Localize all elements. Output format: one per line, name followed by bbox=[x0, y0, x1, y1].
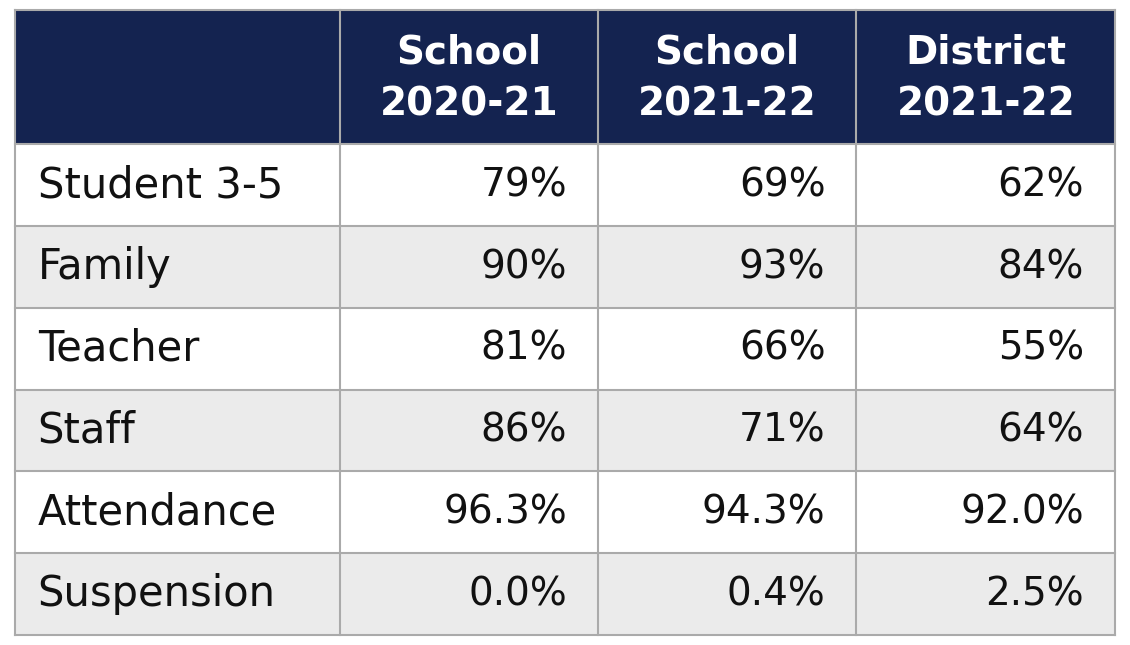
Bar bbox=[15, 553, 339, 635]
Text: 0.4%: 0.4% bbox=[727, 575, 826, 613]
Bar bbox=[857, 144, 1115, 226]
Bar bbox=[598, 471, 857, 553]
Bar bbox=[15, 308, 339, 390]
Text: 96.3%: 96.3% bbox=[443, 493, 567, 531]
Bar bbox=[857, 226, 1115, 308]
Text: 2.5%: 2.5% bbox=[985, 575, 1084, 613]
Text: 81%: 81% bbox=[480, 330, 567, 368]
Bar bbox=[339, 553, 598, 635]
Text: School: School bbox=[397, 34, 541, 72]
Bar bbox=[857, 308, 1115, 390]
Text: 62%: 62% bbox=[998, 166, 1084, 204]
Text: 55%: 55% bbox=[998, 330, 1084, 368]
Bar bbox=[598, 390, 857, 471]
Text: 64%: 64% bbox=[998, 412, 1084, 450]
Text: Teacher: Teacher bbox=[37, 328, 199, 370]
Text: 0.0%: 0.0% bbox=[468, 575, 567, 613]
Text: 69%: 69% bbox=[739, 166, 826, 204]
Bar bbox=[15, 390, 339, 471]
Bar bbox=[339, 471, 598, 553]
Bar bbox=[857, 553, 1115, 635]
Text: School: School bbox=[654, 34, 800, 72]
Text: Suspension: Suspension bbox=[37, 573, 276, 615]
Bar bbox=[598, 553, 857, 635]
Text: 94.3%: 94.3% bbox=[702, 493, 826, 531]
Text: 86%: 86% bbox=[480, 412, 567, 450]
Text: 92.0%: 92.0% bbox=[960, 493, 1084, 531]
Bar bbox=[339, 10, 598, 144]
Text: 71%: 71% bbox=[739, 412, 826, 450]
Bar bbox=[598, 226, 857, 308]
Bar bbox=[15, 144, 339, 226]
Bar bbox=[339, 226, 598, 308]
Text: 93%: 93% bbox=[739, 248, 826, 286]
Bar bbox=[339, 390, 598, 471]
Bar bbox=[598, 308, 857, 390]
Bar bbox=[339, 144, 598, 226]
Bar bbox=[15, 10, 339, 144]
Text: District: District bbox=[905, 34, 1067, 72]
Text: 2021-22: 2021-22 bbox=[896, 85, 1075, 123]
Text: Student 3-5: Student 3-5 bbox=[37, 164, 284, 206]
Bar bbox=[598, 144, 857, 226]
Bar bbox=[857, 390, 1115, 471]
Text: 79%: 79% bbox=[480, 166, 567, 204]
Bar bbox=[15, 471, 339, 553]
Bar bbox=[598, 10, 857, 144]
Bar bbox=[15, 226, 339, 308]
Text: Attendance: Attendance bbox=[37, 491, 277, 533]
Text: 90%: 90% bbox=[480, 248, 567, 286]
Text: 66%: 66% bbox=[739, 330, 826, 368]
Bar bbox=[339, 308, 598, 390]
Bar bbox=[857, 10, 1115, 144]
Text: Staff: Staff bbox=[37, 410, 136, 451]
Text: Family: Family bbox=[37, 246, 172, 288]
Text: 84%: 84% bbox=[998, 248, 1084, 286]
Text: 2020-21: 2020-21 bbox=[380, 85, 558, 123]
Bar bbox=[857, 471, 1115, 553]
Text: 2021-22: 2021-22 bbox=[637, 85, 817, 123]
